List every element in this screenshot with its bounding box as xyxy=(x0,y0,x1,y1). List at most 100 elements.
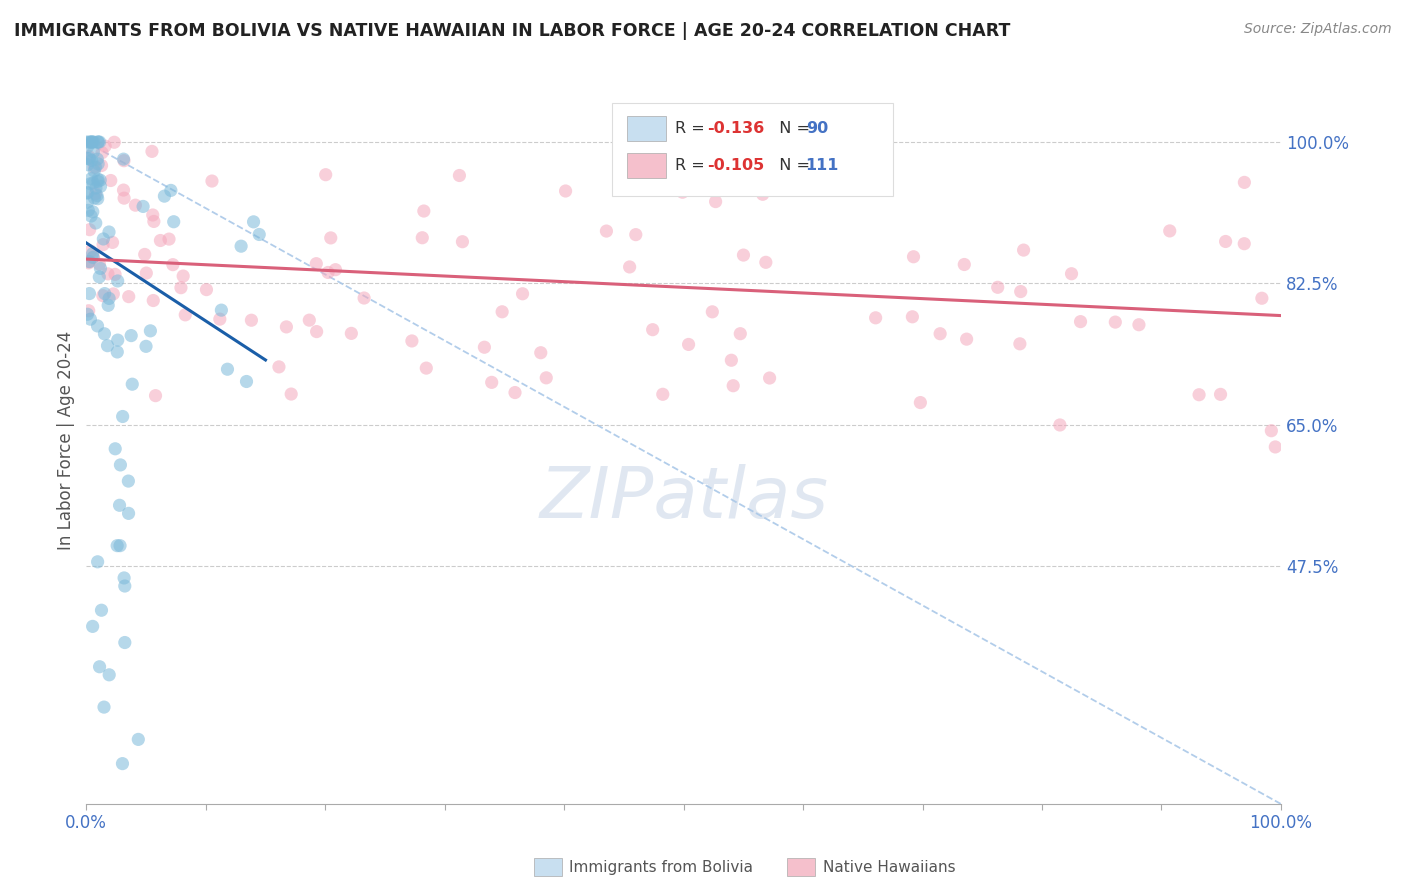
Point xyxy=(104,268,127,282)
Point xyxy=(451,235,474,249)
Point xyxy=(730,326,752,341)
Point xyxy=(240,313,263,327)
Point xyxy=(89,269,111,284)
Point xyxy=(103,286,125,301)
Text: -0.136: -0.136 xyxy=(707,121,765,136)
Point xyxy=(142,208,165,222)
Text: 90: 90 xyxy=(806,121,828,136)
Point xyxy=(83,135,105,149)
Point xyxy=(702,305,724,319)
Point xyxy=(91,288,114,302)
Point xyxy=(481,376,503,390)
Point xyxy=(758,371,780,385)
Point xyxy=(315,168,337,182)
Point xyxy=(84,186,107,201)
Point xyxy=(325,262,347,277)
Point xyxy=(1188,388,1211,402)
Point xyxy=(77,256,100,270)
Point xyxy=(89,659,111,673)
Point xyxy=(316,265,339,279)
Point xyxy=(112,153,135,168)
Point xyxy=(121,377,143,392)
Point xyxy=(117,507,139,521)
Point xyxy=(93,326,115,341)
Point xyxy=(1159,224,1181,238)
Point xyxy=(87,135,110,149)
Point xyxy=(82,251,104,265)
Point xyxy=(112,183,135,197)
Point xyxy=(1008,336,1031,351)
Point xyxy=(117,474,139,488)
Text: R =: R = xyxy=(675,121,710,136)
Point xyxy=(671,186,693,200)
Point xyxy=(157,232,180,246)
Point xyxy=(82,619,104,633)
Point xyxy=(449,169,471,183)
Point xyxy=(79,135,101,149)
Point xyxy=(93,286,115,301)
Point xyxy=(79,286,101,301)
Point xyxy=(91,237,114,252)
Point xyxy=(242,215,264,229)
Point xyxy=(100,173,122,187)
Point xyxy=(201,174,224,188)
Point xyxy=(910,395,932,409)
Point xyxy=(172,268,194,283)
Point xyxy=(79,177,101,191)
Point xyxy=(124,198,146,212)
Point xyxy=(89,135,111,149)
Point xyxy=(76,139,98,153)
Point xyxy=(91,145,114,160)
Point xyxy=(89,179,111,194)
Point xyxy=(79,135,101,149)
Text: Native Hawaiians: Native Hawaiians xyxy=(823,860,955,874)
Point xyxy=(733,248,755,262)
Point xyxy=(89,173,111,187)
Text: -0.105: -0.105 xyxy=(707,159,765,173)
Point xyxy=(110,458,132,472)
Text: ZIPatlas: ZIPatlas xyxy=(538,465,828,533)
Point xyxy=(298,313,321,327)
Point xyxy=(82,247,104,261)
Point xyxy=(79,152,101,166)
Point xyxy=(305,257,328,271)
Point xyxy=(195,283,218,297)
Point xyxy=(97,298,120,312)
Point xyxy=(865,310,887,325)
Point xyxy=(170,281,193,295)
Point xyxy=(135,266,157,280)
Point xyxy=(536,371,558,385)
Text: N =: N = xyxy=(769,121,815,136)
Point xyxy=(955,332,977,346)
Point xyxy=(76,186,98,200)
Point xyxy=(76,152,98,166)
Text: N =: N = xyxy=(769,159,815,173)
Point xyxy=(112,152,135,166)
Point xyxy=(411,231,433,245)
Point xyxy=(174,308,197,322)
Point xyxy=(134,247,156,261)
Point xyxy=(721,378,744,392)
Point xyxy=(96,339,118,353)
Point xyxy=(108,539,131,553)
Point xyxy=(77,303,100,318)
Point xyxy=(107,274,129,288)
Point xyxy=(77,150,100,164)
Point xyxy=(720,353,742,368)
Point xyxy=(79,312,101,326)
Point xyxy=(86,555,108,569)
Point xyxy=(76,195,98,210)
Point xyxy=(77,254,100,268)
Point xyxy=(82,176,104,190)
Point xyxy=(98,292,121,306)
Point xyxy=(90,603,112,617)
Point xyxy=(235,375,257,389)
Point xyxy=(1250,291,1272,305)
Point xyxy=(149,234,172,248)
Point xyxy=(929,326,952,341)
Point xyxy=(86,152,108,166)
Point xyxy=(111,756,134,771)
Point xyxy=(80,153,103,168)
Point xyxy=(208,312,231,326)
Point xyxy=(247,227,270,242)
